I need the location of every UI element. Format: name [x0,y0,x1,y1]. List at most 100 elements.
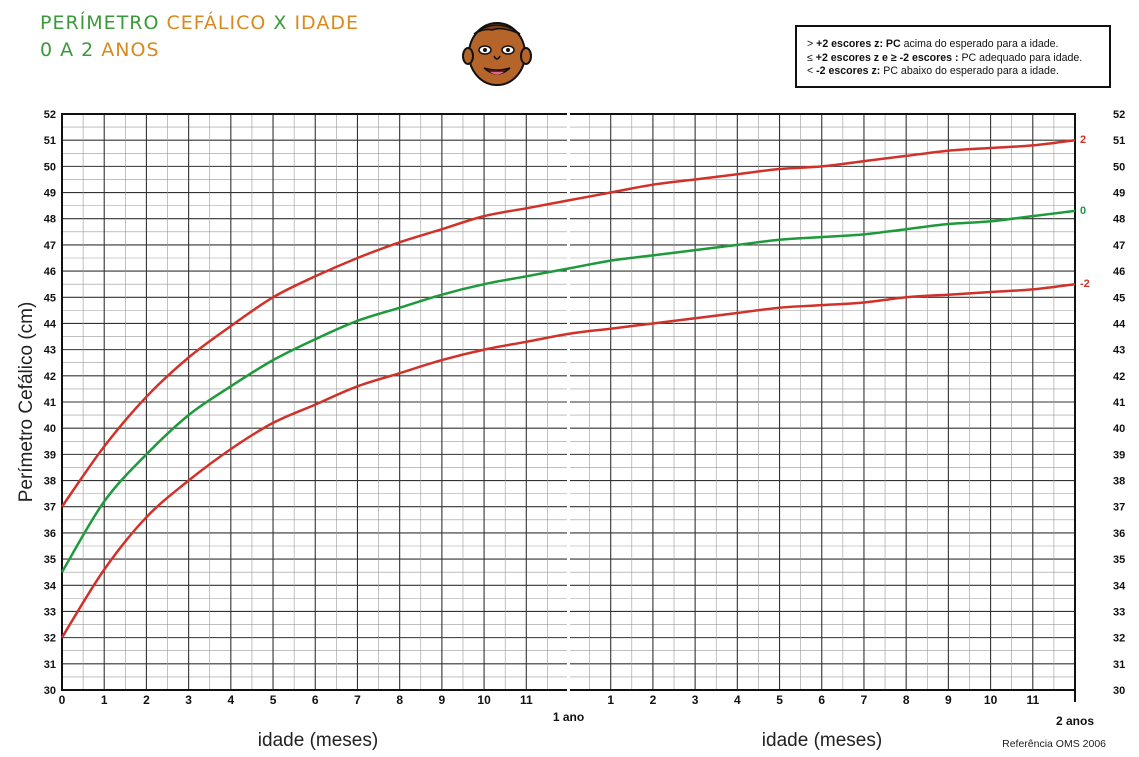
y-tick-label-right: 36 [1113,528,1125,540]
legend-bold: -2 escores z: [816,65,881,77]
x-tick-label: 4 [734,693,741,707]
y-tick-label-left: 36 [44,528,56,540]
x-tick-label: 4 [227,693,234,707]
x-tick-label: 2 [650,693,657,707]
y-tick-label-left: 40 [44,423,56,435]
series-line-plus2 [60,138,1076,508]
legend-bold: +2 escores z: PC [816,38,901,50]
x-tick-label: 3 [185,693,192,707]
legend-text: PC abaixo do esperado para a idade. [880,65,1059,77]
y-tick-label-right: 32 [1113,633,1125,645]
y-tick-label-right: 49 [1113,188,1125,200]
x-tick-label: 9 [439,693,446,707]
series-label: 2 [1080,134,1086,146]
y-tick-label-left: 42 [44,371,56,383]
y-tick-label-left: 38 [44,476,56,488]
y-tick-label-right: 41 [1113,397,1125,409]
y-tick-label-left: 41 [44,397,56,409]
x-tick-label: 9 [945,693,952,707]
legend-text: acima do esperado para a idade. [900,38,1059,50]
x-tick-label: 0 [59,693,66,707]
y-tick-label-right: 45 [1113,292,1125,304]
y-tick-label-right: 34 [1113,580,1126,592]
y-tick-label-left: 37 [44,502,56,514]
reference-note: Referência OMS 2006 [1002,738,1106,750]
y-tick-label-right: 39 [1113,449,1125,461]
title-segment: PERÍMETRO [40,12,167,34]
y-tick-label-right: 42 [1113,371,1125,383]
y-tick-label-right: 40 [1113,423,1125,435]
year-label-2: 2 anos [1056,714,1094,728]
y-tick-label-left: 31 [44,659,56,671]
y-tick-label-right: 50 [1113,161,1125,173]
x-tick-label: 11 [1026,693,1039,707]
x-axis-label-right: idade (meses) [762,730,882,751]
y-axis-label: Perímetro Cefálico (cm) [16,302,37,503]
y-tick-label-left: 48 [44,214,56,226]
x-tick-label: 8 [903,693,910,707]
y-tick-label-left: 47 [44,240,56,252]
y-tick-label-right: 51 [1113,135,1125,147]
legend-box: > +2 escores z: PC acima do esperado par… [795,25,1111,88]
y-tick-label-left: 32 [44,633,56,645]
y-tick-label-left: 39 [44,449,56,461]
series-label: -2 [1080,278,1090,290]
y-tick-label-right: 37 [1113,502,1125,514]
x-tick-label: 11 [520,693,533,707]
y-tick-label-left: 49 [44,188,56,200]
x-axis-label-left: idade (meses) [258,730,378,751]
title-segment: IDADE [294,12,359,34]
x-tick-label: 10 [984,693,998,707]
y-tick-label-left: 52 [44,109,56,121]
title-segment: CEFÁLICO [166,12,274,34]
title-segment: X [273,12,295,34]
y-tick-label-left: 30 [44,685,56,697]
y-tick-label-right: 33 [1113,606,1125,618]
baby-face-icon [462,22,532,86]
x-tick-label: 8 [396,693,403,707]
legend-line-3: < -2 escores z: PC abaixo do esperado pa… [807,65,1101,79]
title-segment: 0 A 2 [40,39,102,61]
x-tick-label: 1 [101,693,108,707]
year-label-1: 1 ano [553,710,584,724]
y-tick-label-left: 46 [44,266,56,278]
y-tick-label-right: 43 [1113,345,1125,357]
legend-line-1: > +2 escores z: PC acima do esperado par… [807,38,1101,52]
x-tick-label: 5 [270,693,277,707]
series-line-median [60,209,1076,573]
y-tick-label-left: 44 [44,318,57,330]
x-tick-label: 2 [143,693,150,707]
legend-prefix: ≤ [807,51,816,64]
y-tick-label-right: 30 [1113,685,1125,697]
y-tick-label-right: 31 [1113,659,1125,671]
y-tick-label-left: 33 [44,606,56,618]
legend-text: PC adequado para idade. [958,51,1083,64]
legend-line-2: ≤ +2 escores z e ≥ -2 escores : PC adequ… [807,52,1101,66]
y-tick-label-right: 44 [1113,318,1126,330]
chart-title-line2: 0 A 2 ANOS [40,39,160,61]
x-tick-label: 3 [692,693,699,707]
y-tick-label-right: 47 [1113,240,1125,252]
chart-title-line1: PERÍMETRO CEFÁLICO X IDADE [40,12,359,34]
y-tick-label-right: 48 [1113,214,1125,226]
y-tick-label-left: 51 [44,135,56,147]
y-tick-label-left: 43 [44,345,56,357]
y-tick-label-right: 46 [1113,266,1125,278]
x-tick-label: 10 [477,693,491,707]
series-line-minus2 [60,282,1076,639]
legend-bold: +2 escores z e ≥ -2 escores : [815,51,959,64]
y-tick-label-left: 34 [44,580,57,592]
x-tick-label: 7 [861,693,868,707]
y-tick-label-right: 35 [1113,554,1125,566]
x-tick-label: 6 [312,693,319,707]
y-tick-label-left: 35 [44,554,56,566]
x-tick-label: 5 [776,693,783,707]
y-tick-label-right: 38 [1113,476,1125,488]
y-tick-label-right: 52 [1113,109,1125,121]
legend-prefix: > [807,38,817,50]
y-tick-label-left: 50 [44,161,56,173]
x-tick-label: 6 [818,693,825,707]
series-label: 0 [1080,205,1086,217]
title-segment: ANOS [101,39,160,61]
